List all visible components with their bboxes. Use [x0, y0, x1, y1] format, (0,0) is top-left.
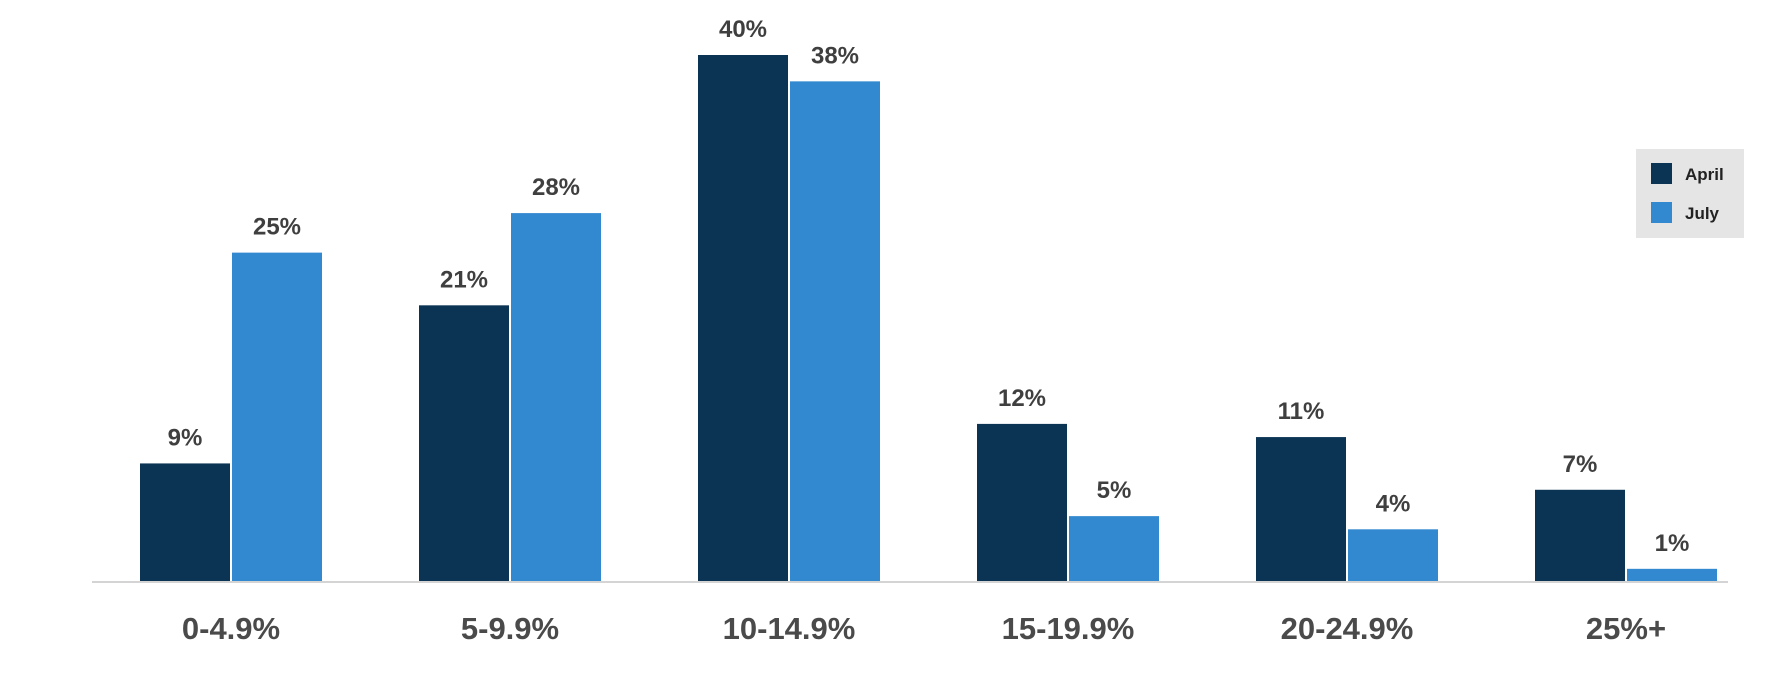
bar-april-1: [419, 305, 509, 582]
value-label-july-4: 4%: [1376, 490, 1411, 517]
value-label-april-4: 11%: [1278, 398, 1325, 425]
bar-july-5: [1627, 568, 1717, 582]
bar-july-4: [1348, 529, 1438, 582]
value-label-april-3: 12%: [998, 385, 1046, 412]
bar-july-3: [1069, 516, 1159, 582]
value-label-july-2: 38%: [811, 42, 859, 69]
bar-july-0: [232, 252, 322, 582]
bar-april-5: [1535, 489, 1625, 582]
bar-april-4: [1256, 437, 1346, 582]
legend-label-april: April: [1685, 165, 1724, 184]
bar-april-0: [140, 463, 230, 582]
category-label-2: 10-14.9%: [723, 611, 856, 646]
category-label-1: 5-9.9%: [461, 611, 559, 646]
value-labels-group: 9% 25% 21% 28% 40% 38% 12% 5% 11% 4% 7% 1%: [168, 16, 1690, 557]
legend-label-july: July: [1685, 204, 1720, 223]
legend-swatch-july: [1651, 202, 1672, 223]
category-label-3: 15-19.9%: [1002, 611, 1135, 646]
value-label-april-5: 7%: [1563, 451, 1598, 478]
bar-july-2: [790, 81, 880, 582]
category-label-4: 20-24.9%: [1281, 611, 1414, 646]
category-label-5: 25%+: [1586, 611, 1666, 646]
category-label-0: 0-4.9%: [182, 611, 280, 646]
value-label-april-0: 9%: [168, 424, 203, 451]
bar-april-2: [698, 55, 788, 582]
bar-april-3: [977, 423, 1067, 582]
value-label-july-3: 5%: [1097, 477, 1132, 504]
value-label-april-1: 21%: [440, 266, 488, 293]
value-label-july-5: 1%: [1655, 530, 1690, 557]
legend-swatch-april: [1651, 163, 1672, 184]
value-label-july-0: 25%: [253, 214, 301, 241]
value-label-april-2: 40%: [719, 16, 767, 43]
legend: April July: [1636, 149, 1744, 238]
bars-group: [140, 55, 1717, 582]
legend-background: [1636, 149, 1744, 238]
bar-july-1: [511, 213, 601, 582]
value-label-july-1: 28%: [532, 174, 580, 201]
category-labels-group: 0-4.9% 5-9.9% 10-14.9% 15-19.9% 20-24.9% 25%+: [182, 611, 1666, 646]
